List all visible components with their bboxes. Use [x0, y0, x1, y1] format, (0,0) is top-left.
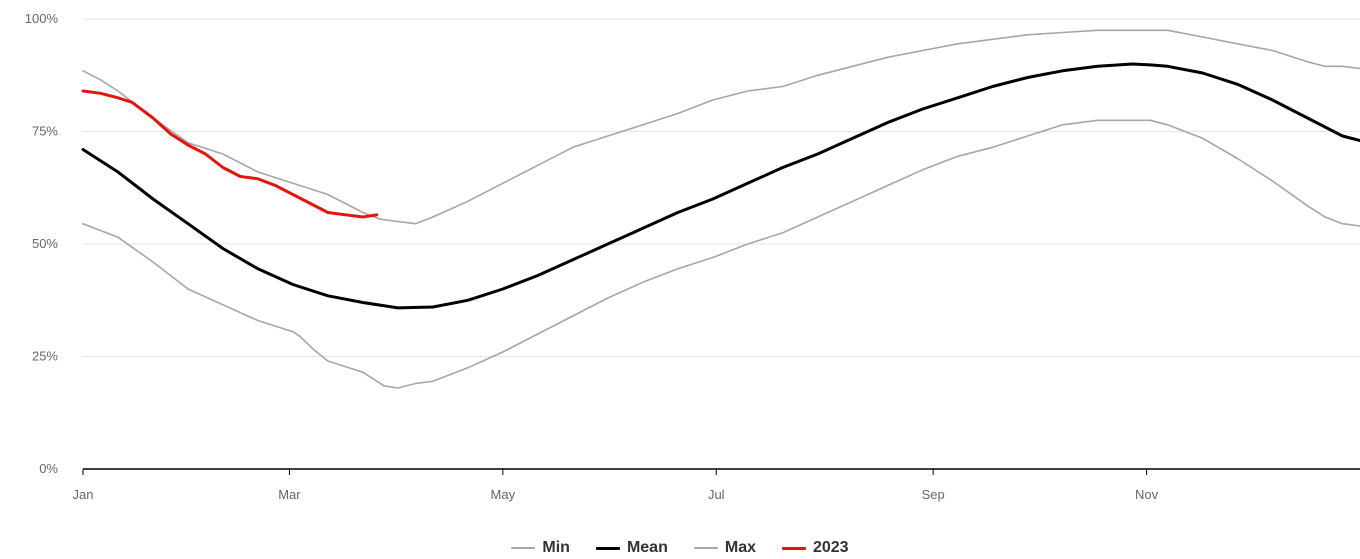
legend-item-max[interactable]: Max: [693, 539, 756, 557]
x-tick-label: Sep: [922, 487, 945, 502]
legend-item-min[interactable]: Min: [511, 539, 570, 557]
legend-label: Mean: [626, 539, 668, 556]
legend-swatch: [511, 547, 536, 549]
x-tick-label: Nov: [1135, 487, 1159, 502]
series-line-2023: [81, 89, 379, 219]
legend: Min Mean Max 2023: [0, 538, 1360, 558]
legend-item-mean[interactable]: Mean: [595, 539, 668, 557]
y-tick-label: 0%: [39, 461, 58, 476]
x-tick-label: Jul: [708, 487, 725, 502]
chart: 0% 25% 50% 75% 100% Jan Mar May Jul Sep Nov: [25, 11, 1360, 502]
x-axis-ticks: Jan Mar May Jul Sep Nov: [73, 469, 1159, 502]
y-tick-label: 50%: [32, 236, 58, 251]
y-axis-labels: 0% 25% 50% 75% 100%: [25, 11, 59, 476]
x-tick-label: May: [491, 487, 516, 502]
y-tick-label: 75%: [32, 124, 58, 139]
legend-swatch: [595, 546, 620, 550]
x-tick-label: Mar: [278, 487, 301, 502]
series-lines: [81, 29, 1360, 389]
legend-swatch: [781, 546, 806, 550]
legend-swatch: [693, 547, 718, 549]
x-tick-label: Jan: [73, 487, 94, 502]
legend-label: Max: [724, 539, 756, 556]
series-line-min: [82, 119, 1360, 389]
legend-label: 2023: [812, 539, 849, 556]
y-tick-label: 25%: [32, 349, 58, 364]
legend-item-2023[interactable]: 2023: [781, 539, 849, 557]
y-tick-label: 100%: [25, 11, 59, 26]
grid-lines: [83, 18, 1360, 357]
series-line-mean: [81, 62, 1360, 310]
series-line-max: [82, 29, 1360, 225]
legend-label: Min: [542, 539, 570, 556]
